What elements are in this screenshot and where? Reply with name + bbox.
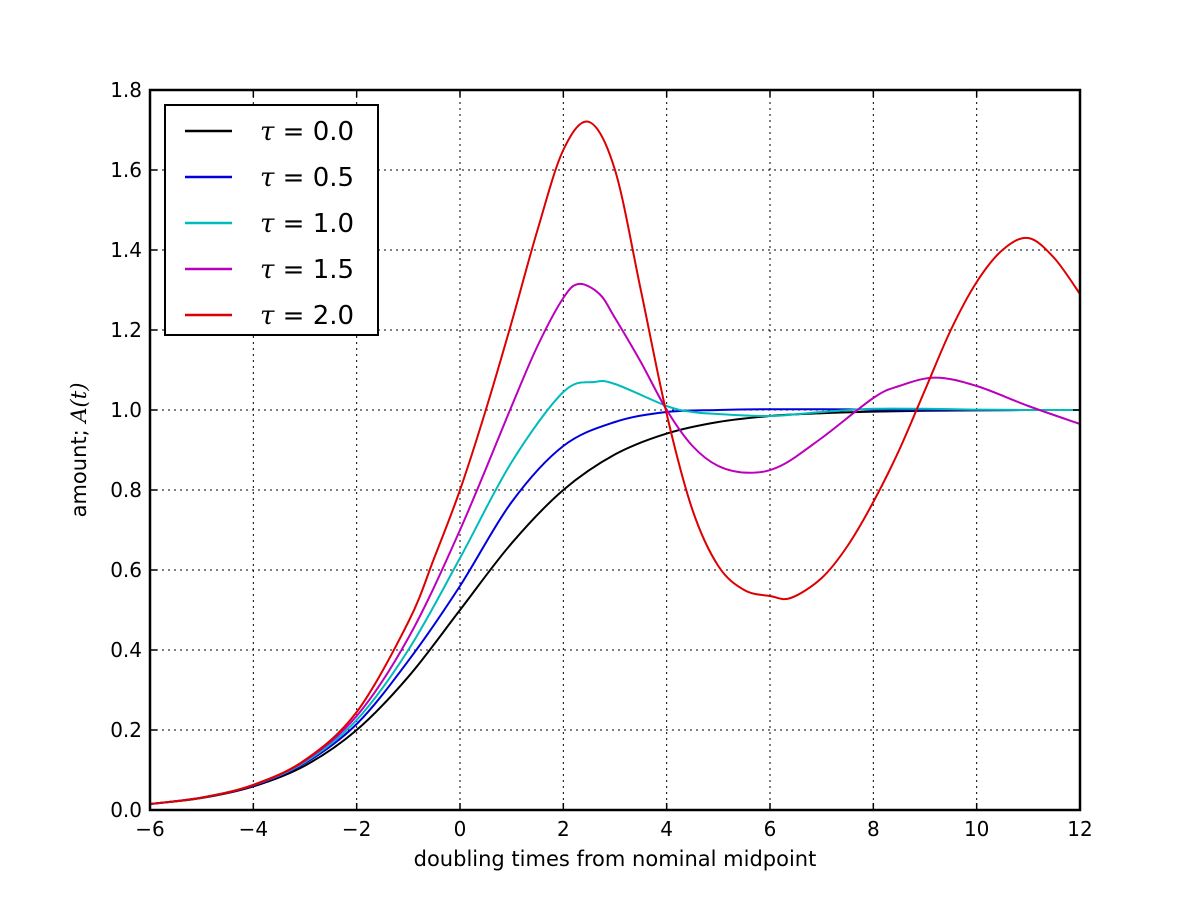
- y-tick-label: 1.4: [110, 238, 142, 262]
- y-axis-label-text: amount;: [67, 423, 91, 518]
- x-tick-label: 10: [964, 817, 989, 841]
- legend-label-value: = 1.5: [274, 255, 354, 285]
- y-tick-label: 0.6: [110, 558, 142, 582]
- y-axis-label: amount; A(t): [67, 383, 91, 518]
- x-axis-label: doubling times from nominal midpoint: [414, 847, 817, 871]
- legend-label-symbol: τ: [260, 255, 275, 285]
- legend-label-value: = 0.0: [274, 117, 354, 147]
- legend-label-symbol: τ: [260, 301, 275, 331]
- legend-label-value: = 2.0: [274, 301, 354, 331]
- legend-label-symbol: τ: [260, 163, 275, 193]
- legend-label-symbol: τ: [260, 117, 275, 147]
- legend-frame: [164, 104, 379, 336]
- legend-label-value: = 1.0: [274, 209, 354, 239]
- y-tick-label: 0.2: [110, 718, 142, 742]
- series-line-0: [150, 408, 1080, 805]
- x-tick-label: 4: [660, 817, 673, 841]
- y-tick-label: 1.0: [110, 398, 142, 422]
- x-tick-label: 6: [764, 817, 777, 841]
- series-line-2: [150, 380, 1080, 805]
- x-tick-label: 12: [1067, 817, 1092, 841]
- legend-label-symbol: τ: [260, 209, 275, 239]
- legend-label: τ = 2.0: [260, 301, 354, 331]
- y-tick-label: 1.2: [110, 318, 142, 342]
- x-tick-label: −4: [239, 817, 268, 841]
- series-line-3: [150, 282, 1080, 805]
- series-line-1: [150, 408, 1080, 805]
- x-tick-label: −6: [135, 817, 164, 841]
- x-tick-labels: −6 −4 −2 0 2 4 6 8 10 12: [135, 817, 1092, 841]
- y-tick-label: 0.0: [110, 798, 142, 822]
- y-tick-label: 0.4: [110, 638, 142, 662]
- legend-label: τ = 0.0: [260, 117, 354, 147]
- grid: [150, 90, 1080, 810]
- legend-label: τ = 1.5: [260, 255, 354, 285]
- legend: τ = 0.0τ = 0.5τ = 1.0τ = 1.5τ = 2.0: [164, 104, 379, 336]
- ticks: [149, 89, 1081, 811]
- y-tick-label: 0.8: [110, 478, 142, 502]
- y-tick-label: 1.6: [110, 158, 142, 182]
- x-tick-label: 8: [867, 817, 880, 841]
- series-line-4: [150, 120, 1080, 805]
- x-tick-label: 2: [557, 817, 570, 841]
- legend-label: τ = 0.5: [260, 163, 354, 193]
- y-tick-labels: 0.0 0.2 0.4 0.6 0.8 1.0 1.2 1.4 1.6 1.8: [110, 78, 142, 822]
- axes-frame: [148, 88, 1082, 812]
- x-tick-label: −2: [342, 817, 371, 841]
- legend-label: τ = 1.0: [260, 209, 354, 239]
- legend-label-value: = 0.5: [274, 163, 354, 193]
- y-tick-label: 1.8: [110, 78, 142, 102]
- y-axis-label-math: A(t): [67, 383, 91, 425]
- x-tick-label: 0: [454, 817, 467, 841]
- plot-area: [150, 120, 1080, 805]
